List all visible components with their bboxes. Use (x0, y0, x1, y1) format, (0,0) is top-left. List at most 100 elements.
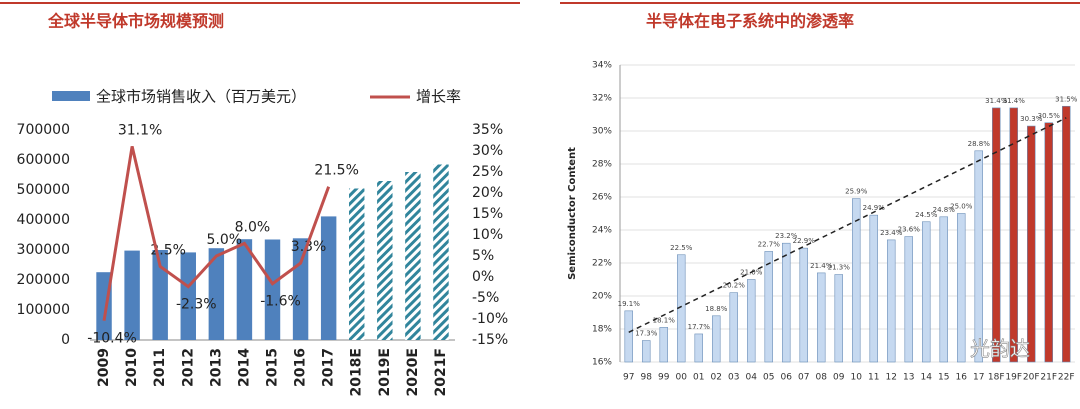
data-label: 24.8% (933, 206, 956, 214)
y2-tick-label: 5% (472, 248, 494, 264)
y-tick-label: 0 (61, 332, 70, 348)
x-tick-label: 2009 (96, 348, 112, 387)
data-label: 24.5% (915, 211, 938, 219)
y-tick-label: 400000 (17, 212, 70, 228)
data-label: 30.5% (1038, 112, 1061, 120)
data-label: 18.8% (705, 305, 728, 313)
y-tick-label: 24% (592, 226, 612, 236)
data-label: 23.2% (775, 232, 798, 240)
bar (1009, 107, 1018, 363)
y-tick-label: 100000 (17, 302, 70, 318)
x-tick-label: 2018E (349, 348, 365, 397)
bar (659, 327, 668, 363)
bar (782, 242, 791, 363)
x-tick-label: 2019E (377, 348, 393, 397)
bar (729, 292, 738, 363)
data-label: 31.4% (985, 97, 1008, 105)
x-tick-label: 2012 (180, 348, 196, 387)
x-tick-label: 16 (956, 373, 968, 383)
y-tick-label: 28% (592, 160, 612, 170)
y2-tick-label: -15% (472, 332, 508, 348)
growth-line (102, 146, 331, 321)
bar (152, 250, 168, 340)
data-label: 31.4% (1003, 97, 1026, 105)
data-label: 31.1% (118, 122, 162, 138)
data-label: 31.5% (1055, 95, 1078, 103)
legend-label: 增长率 (416, 88, 461, 106)
bar (817, 272, 826, 363)
y-tick-label: 32% (592, 94, 612, 104)
data-label: 21.4% (810, 262, 833, 270)
x-tick-label: 03 (728, 373, 739, 383)
y2-tick-label: 15% (472, 206, 503, 222)
x-tick-label: 13 (903, 373, 914, 383)
data-label: 21.3% (828, 264, 851, 272)
bar (264, 239, 281, 340)
data-label: 23.6% (898, 226, 921, 234)
x-tick-label: 00 (676, 373, 688, 383)
y-axis-label: Semiconductor Content (567, 147, 578, 280)
bar (1062, 105, 1071, 363)
data-label: 5.0% (207, 232, 243, 248)
bar (180, 252, 196, 340)
x-tick-label: 22F (1058, 373, 1075, 383)
data-label: 23.4% (880, 229, 903, 237)
bar (1027, 125, 1036, 363)
bar (320, 216, 337, 340)
y2-tick-label: 30% (472, 143, 503, 159)
data-label: 18.1% (653, 316, 676, 324)
y-tick-label: 22% (592, 259, 612, 269)
bar (624, 310, 633, 363)
chart-title: 全球半导体市场规模预测 (47, 12, 224, 31)
x-tick-label: 10 (851, 373, 863, 383)
x-tick-label: 98 (641, 373, 653, 383)
y-tick-label: 500000 (17, 182, 70, 198)
y-tick-label: 34% (592, 61, 612, 71)
data-label: 17.3% (635, 330, 658, 338)
y-tick-label: 700000 (17, 122, 70, 138)
x-tick-label: 2011 (152, 348, 168, 387)
data-label: -1.6% (260, 294, 301, 310)
chart-title: 半导体在电子系统中的渗透率 (646, 12, 854, 31)
x-tick-label: 12 (886, 373, 897, 383)
data-label: 8.0% (235, 219, 271, 235)
bar (764, 251, 773, 363)
data-label: -10.4% (87, 331, 137, 347)
data-label: 2.5% (150, 243, 186, 259)
bar (405, 172, 421, 340)
data-label: 22.5% (670, 244, 693, 252)
bar (694, 333, 703, 363)
data-label: 30.3% (1020, 115, 1043, 123)
y2-tick-label: -5% (472, 290, 499, 306)
data-label: 22.9% (793, 237, 816, 245)
bar (236, 239, 253, 340)
y-tick-label: 18% (592, 325, 612, 335)
data-label: 21.5% (314, 163, 358, 179)
x-tick-label: 04 (746, 373, 758, 383)
bar (852, 198, 861, 363)
bar (887, 239, 896, 363)
data-label: -2.3% (176, 297, 217, 313)
watermark: 光韵达 (970, 337, 1030, 361)
bar (433, 164, 449, 340)
x-tick-label: 14 (921, 373, 933, 383)
x-tick-label: 09 (833, 373, 845, 383)
bar (904, 236, 913, 363)
trend-line (628, 117, 1067, 333)
bar (799, 247, 808, 363)
y-tick-label: 200000 (17, 272, 70, 288)
x-tick-label: 11 (868, 373, 879, 383)
x-tick-label: 15 (938, 373, 949, 383)
data-label: 20.2% (723, 282, 746, 290)
bar (349, 188, 365, 340)
y2-tick-label: 35% (472, 122, 503, 138)
bar (939, 216, 948, 363)
x-tick-label: 2016 (293, 348, 309, 387)
data-label: 25.0% (950, 203, 973, 211)
bar (922, 221, 931, 363)
bar (834, 274, 843, 363)
x-tick-label: 2010 (124, 348, 140, 387)
x-tick-label: 01 (693, 373, 704, 383)
data-label: 19.1% (618, 300, 641, 308)
